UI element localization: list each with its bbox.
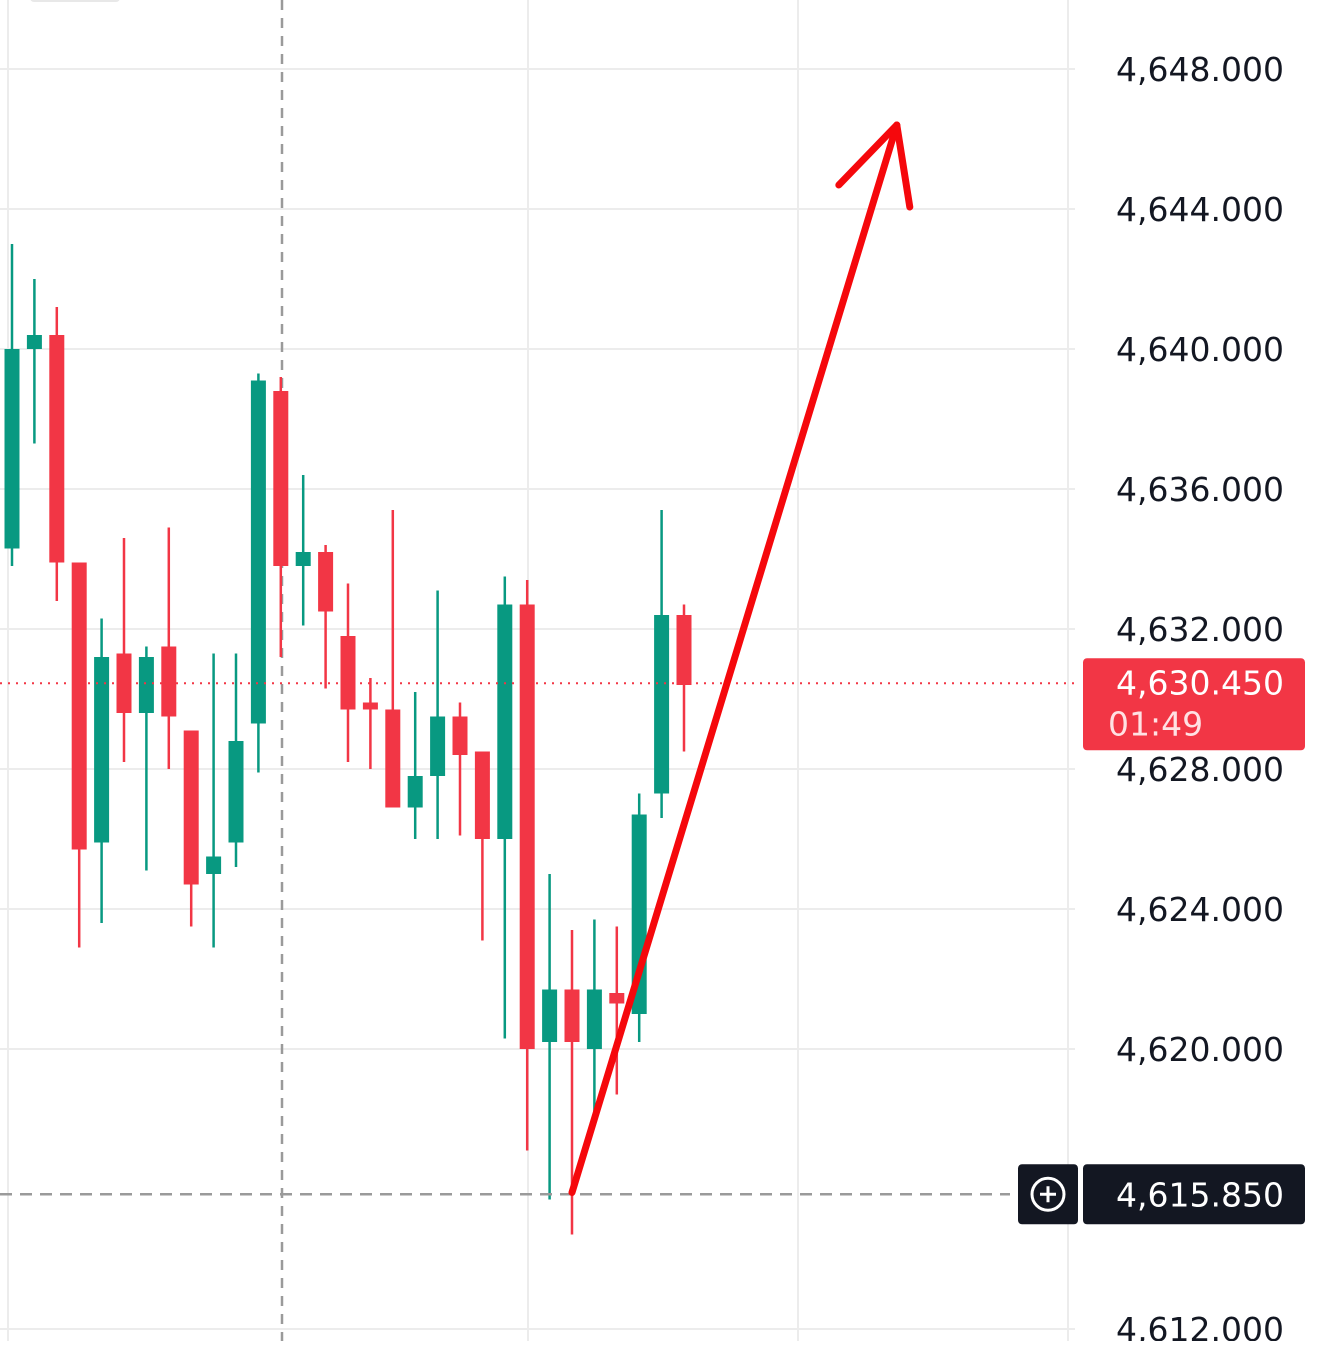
y-tick-label: 4,612.000 [1116,1310,1284,1341]
price-axis[interactable]: 4,648.000 4,644.000 4,640.000 4,636.000 4,63… [1116,50,1284,1345]
candle-body [497,604,513,839]
candles [4,244,692,1235]
candle-30 [676,604,692,752]
y-tick-label: 4,640.000 [1116,330,1284,369]
candle-9 [206,653,222,948]
candle-14 [318,545,334,689]
candle-body [430,716,446,776]
top-tab [30,0,120,2]
candle-24 [542,874,558,1200]
candle-6 [138,646,154,871]
candle-15 [340,583,356,762]
candle-body [654,615,670,794]
candle-3 [71,562,87,948]
candle-8 [183,730,199,927]
candle-body [407,776,423,808]
candle-body [452,716,468,755]
candle-20 [452,702,468,836]
price-lines [0,682,1080,1196]
candle-body [228,741,244,843]
candle-1 [26,279,42,444]
candle-28 [631,793,647,1042]
candle-17 [385,510,401,808]
candle-29 [654,510,670,818]
y-tick-label: 4,636.000 [1116,470,1284,509]
candle-body [474,751,490,839]
current-price-label: 4,630.450 [1116,663,1284,702]
candle-body [206,856,222,874]
candle-11 [250,373,266,773]
candle-body [94,657,110,843]
arrow-head [835,121,914,211]
candle-body [542,989,558,1042]
candle-body [138,657,154,713]
candle-4 [94,618,110,923]
candle-body [26,335,42,349]
trend-arrow [568,121,914,1196]
candle-body [318,552,334,612]
candle-body [295,552,311,566]
countdown-label: 01:49 [1108,704,1203,743]
y-tick-label: 4,632.000 [1116,610,1284,649]
candle-body [586,989,602,1049]
candle-7 [161,527,177,769]
candle-body [564,989,580,1042]
candle-21 [474,751,490,941]
candle-body [161,646,177,717]
candle-16 [362,678,378,769]
candle-body [183,730,199,885]
candle-23 [519,580,535,1151]
candle-12 [273,377,289,657]
y-tick-label: 4,620.000 [1116,1030,1284,1069]
candle-body [273,391,289,566]
candle-body [340,636,356,710]
candle-body [362,702,378,710]
grid-lines [0,0,1075,1341]
candle-22 [497,576,513,1039]
crosshair-price-badge [1083,1164,1305,1225]
candle-19 [430,590,446,839]
current-price-badge [1083,658,1305,751]
candle-body [676,615,692,685]
y-tick-label: 4,624.000 [1116,890,1284,929]
y-tick-label: 4,628.000 [1116,750,1284,789]
crosshair-price-label: 4,615.850 [1116,1175,1284,1214]
candle-5 [116,538,132,762]
candle-body [49,335,65,563]
candle-body [519,604,535,1049]
y-tick-label: 4,648.000 [1116,50,1284,89]
candle-body [250,380,266,724]
candle-0 [4,244,20,566]
plus-circle-icon [1030,1176,1066,1212]
candle-13 [295,475,311,626]
y-tick-label: 4,644.000 [1116,190,1284,229]
candle-body [4,349,20,549]
candle-2 [49,307,65,601]
candle-body [385,709,401,808]
candle-body [116,653,132,713]
arrow-shaft [568,121,901,1196]
candle-body [71,562,87,850]
candle-body [609,993,625,1004]
candle-18 [407,692,423,839]
candle-10 [228,653,244,867]
candle-27 [609,926,625,1095]
candle-26 [586,919,602,1112]
